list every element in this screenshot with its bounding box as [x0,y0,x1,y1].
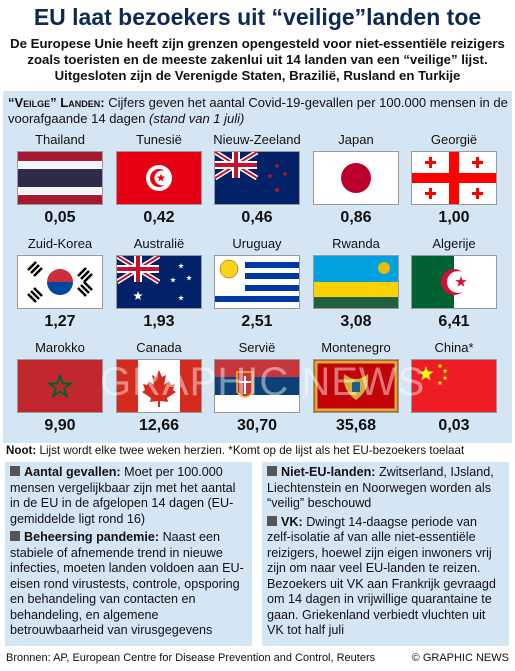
flag [215,152,299,204]
flag-box [18,256,102,308]
country-name: Montenegro [321,340,391,355]
flag-box [412,360,496,412]
section: Aantal gevallen: Moet per 100.000 mensen… [10,465,247,527]
section-text: Naast een stabiele of afnemende trend in… [10,530,244,637]
country-name: Servië [238,340,276,355]
watermark: GRAPHIC NEWS [100,360,426,404]
flag-box [215,360,299,412]
country-name: Marokko [35,340,85,355]
flag [412,360,496,412]
note-text: Lijst wordt elke twee weken herzien. *Ko… [39,444,465,457]
flag-box [412,256,496,308]
flag [215,256,299,308]
legend-text: Cijfers geven het aantal Covid-19-gevall… [8,95,508,126]
section-heading: Niet-EU-landen: [281,465,376,479]
bullet [10,466,20,476]
country-value: 12,66 [138,417,180,434]
section-text: Moet per 100.000 mensen vergelijkbaar zi… [10,465,236,526]
flag-box [314,360,398,412]
flag-box [314,152,398,204]
country-name: Zuid-Korea [27,236,93,251]
country-value: 0,03 [438,417,470,434]
country-name: Algerije [432,236,476,251]
country-value: 6,41 [438,313,470,330]
flag-box [412,152,496,204]
flag-box [215,152,299,204]
info-column: Aantal gevallen: Moet per 100.000 mensen… [5,462,252,646]
bullet [10,531,20,541]
country-value: 9,90 [44,417,76,434]
country-name: China* [434,340,474,355]
country-name: Georgië [430,132,478,147]
flag-box [117,152,201,204]
country-value: 1,93 [143,313,175,330]
flag [412,256,496,308]
flag [117,152,201,204]
country-name: Canada [136,340,182,355]
country-name: Japan [338,132,374,147]
flag-box [117,360,201,412]
section-text: Zwitserland, IJsland, Liechtenstein en N… [267,465,494,510]
flag [314,152,398,204]
section: VK: Dwingt 14-daagse periode van zelf-is… [267,515,504,639]
flag [18,152,102,204]
section: Beheersing pandemie: Naast een stabiele … [10,530,247,639]
flag [215,360,299,412]
legend-label: “Veilge” Landen: [8,95,105,110]
bullet [267,466,277,476]
flag [18,360,102,412]
country-value: 2,51 [241,313,273,330]
info-column: Niet-EU-landen: Zwitserland, IJsland, Li… [262,462,509,646]
country-value: 0,42 [143,209,175,226]
country-name: Uruguay [232,236,282,251]
country-value: 3,08 [340,313,372,330]
section-text: Dwingt 14-daagse periode van zelf-isolat… [267,514,496,638]
flag [314,256,398,308]
flag-box [18,152,102,204]
country-value: 1,27 [44,313,76,330]
country-value: 30,70 [236,417,278,434]
note: Noot: Lijst wordt elke twee weken herzie… [6,444,511,457]
bullet [267,515,277,526]
country-name: Australië [133,236,185,251]
country-name: Rwanda [332,236,380,251]
flag [117,360,201,412]
flag [117,256,201,308]
flag [314,360,398,412]
country-value: 0,86 [340,209,372,226]
section-heading: Beheersing pandemie: [24,530,160,544]
country-name: Thailand [35,132,85,147]
legend-date: (stand van 1 juli) [148,111,245,126]
flag-box [18,360,102,412]
subtitle: De Europese Unie heeft zijn grenzen open… [10,36,505,83]
legend: “Veilge” Landen: Cijfers geven het aanta… [8,95,508,127]
title: EU laat bezoekers uit “veilige”landen to… [33,4,482,30]
section: Niet-EU-landen: Zwitserland, IJsland, Li… [267,465,504,512]
flag [412,152,496,204]
country-value: 35,68 [335,417,377,434]
country-value: 1,00 [438,209,470,226]
section-heading: Aantal gevallen: [24,465,121,479]
section-heading: VK: [281,514,303,529]
country-name: Tunesië [136,132,182,147]
country-value: 0,46 [241,209,273,226]
flag-box [117,256,201,308]
credit: © GRAPHIC NEWS [411,652,509,664]
flag-box [314,256,398,308]
flag-box [215,256,299,308]
country-value: 0,05 [44,209,76,226]
note-label: Noot: [6,444,37,457]
flag [18,256,102,308]
country-name: Nieuw-Zeeland [213,132,301,147]
sources: Bronnen: AP, European Centre for Disease… [6,652,376,664]
